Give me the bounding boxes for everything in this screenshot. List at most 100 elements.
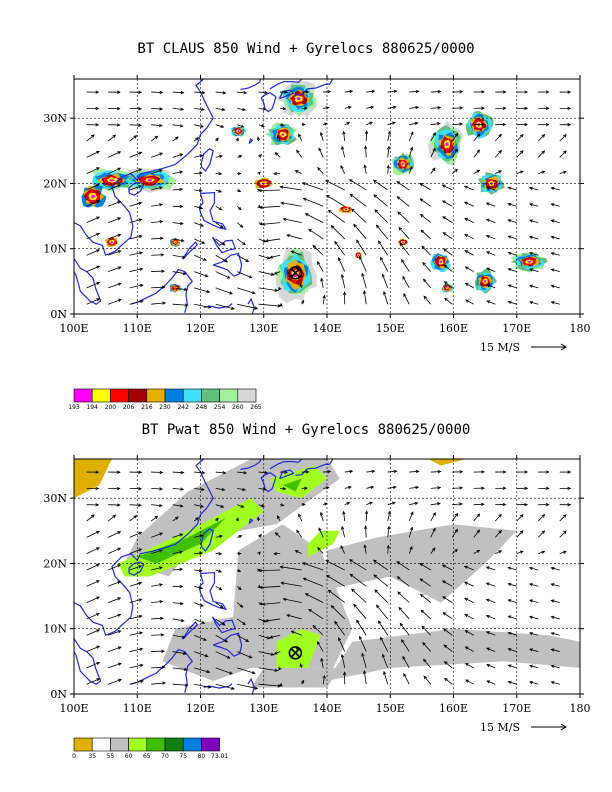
wind-arrow — [374, 209, 389, 223]
wind-arrow — [262, 602, 281, 605]
wind-arrow — [150, 515, 158, 522]
wind-arrow — [444, 678, 453, 685]
wind-arrow — [323, 91, 331, 93]
wind-arrow — [129, 235, 142, 240]
wind-arrow — [516, 514, 524, 522]
y-tick-label: 20N — [43, 177, 67, 190]
wind-arrow — [464, 201, 474, 207]
wind-arrow — [151, 237, 163, 240]
wind-arrow — [215, 254, 228, 263]
wind-arrow — [494, 150, 502, 158]
wind-arrow — [151, 532, 163, 538]
x-tick-label: 110E — [123, 322, 152, 335]
wind-arrow — [551, 203, 560, 207]
wind-arrow — [508, 583, 517, 587]
wind-arrow — [495, 170, 502, 175]
wind-arrow — [341, 274, 346, 288]
wind-arrow — [291, 250, 302, 256]
wind-arrow — [508, 567, 517, 571]
wind-arrow — [194, 91, 205, 94]
legend-label: 216 — [141, 404, 153, 411]
wind-arrow — [258, 107, 266, 110]
wind-arrow — [129, 680, 144, 685]
wind-arrow — [529, 301, 539, 305]
wind-arrow — [408, 131, 414, 142]
wind-arrow — [107, 151, 121, 158]
wind-arrow — [172, 136, 179, 142]
wind-arrow — [551, 583, 560, 587]
wind-arrow — [551, 285, 560, 289]
wind-arrow — [401, 639, 410, 652]
wind-arrow — [215, 222, 224, 228]
wind-arrow — [387, 511, 391, 522]
wind-arrow — [108, 679, 122, 685]
wind-arrow — [305, 593, 324, 603]
wind-arrow — [172, 471, 184, 474]
legend-label: 80 — [198, 753, 206, 760]
wind-arrow — [387, 131, 391, 142]
wind-arrow — [172, 651, 186, 655]
wind-arrow — [258, 667, 278, 672]
wind-arrow — [334, 241, 346, 256]
x-tick-label: 100E — [59, 702, 88, 715]
wind-arrow — [151, 584, 163, 587]
wind-arrow — [129, 632, 143, 636]
wind-arrow — [325, 560, 345, 571]
wind-arrow — [258, 124, 265, 127]
wind-arrow — [408, 527, 413, 538]
wind-arrow — [108, 663, 122, 669]
wind-arrow — [516, 134, 524, 142]
wind-arrow — [107, 514, 116, 522]
wind-arrow — [151, 270, 165, 272]
wind-arrow — [151, 302, 166, 305]
wind-arrow — [403, 293, 410, 305]
legend-label: 0 — [72, 753, 76, 760]
wind-arrow — [237, 487, 246, 491]
legend-label: 60 — [125, 753, 133, 760]
wind-arrow — [423, 675, 432, 685]
wind-arrow — [356, 619, 367, 636]
claus-map-panel: 100E 110E 120E 130E 140E 150E 160E 170E 180 30N 20… — [43, 75, 591, 411]
wind-arrow — [465, 250, 474, 256]
pwat-panel-title: BT Pwat 850 Wind + Gyrelocs 880625/0000 — [141, 422, 471, 438]
wind-arrow — [215, 205, 222, 211]
wind-arrow — [396, 561, 410, 571]
wind-arrow — [420, 594, 431, 603]
wind-arrow — [172, 568, 183, 571]
wind-arrow — [172, 667, 187, 671]
wind-arrow — [529, 187, 539, 191]
legend-swatch — [237, 388, 257, 403]
wind-arrow — [108, 201, 121, 207]
wind-arrow — [537, 150, 545, 158]
wind-arrow — [387, 486, 396, 489]
wind-arrow — [302, 182, 324, 191]
wind-arrow — [387, 526, 390, 538]
wind-arrow — [86, 629, 100, 636]
wind-arrow — [151, 682, 166, 685]
wind-arrow — [343, 131, 346, 142]
wind-arrow — [516, 530, 524, 538]
wind-arrow — [443, 248, 453, 256]
wind-arrow — [215, 91, 226, 94]
wind-arrow — [421, 625, 432, 636]
wind-arrow — [86, 596, 100, 603]
wind-arrow — [486, 251, 496, 256]
wind-arrow — [258, 683, 281, 687]
wind-arrow — [359, 636, 367, 652]
wind-arrow — [551, 301, 560, 305]
wind-arrow — [194, 238, 205, 244]
wind-arrow — [172, 634, 185, 638]
x-tick-label: 140E — [312, 702, 341, 715]
x-tick-label: 140E — [312, 322, 341, 335]
wind-arrow — [387, 470, 397, 473]
wind-arrow — [559, 171, 567, 175]
wind-arrow — [129, 185, 142, 191]
legend-swatch — [182, 737, 202, 752]
wind-arrow — [328, 590, 345, 603]
wind-arrow — [108, 266, 121, 272]
wind-arrow — [538, 551, 545, 555]
x-tick-label: 170E — [502, 702, 531, 715]
wind-arrow — [172, 287, 187, 291]
wind-arrow — [508, 203, 517, 207]
wind-arrow — [419, 183, 431, 191]
